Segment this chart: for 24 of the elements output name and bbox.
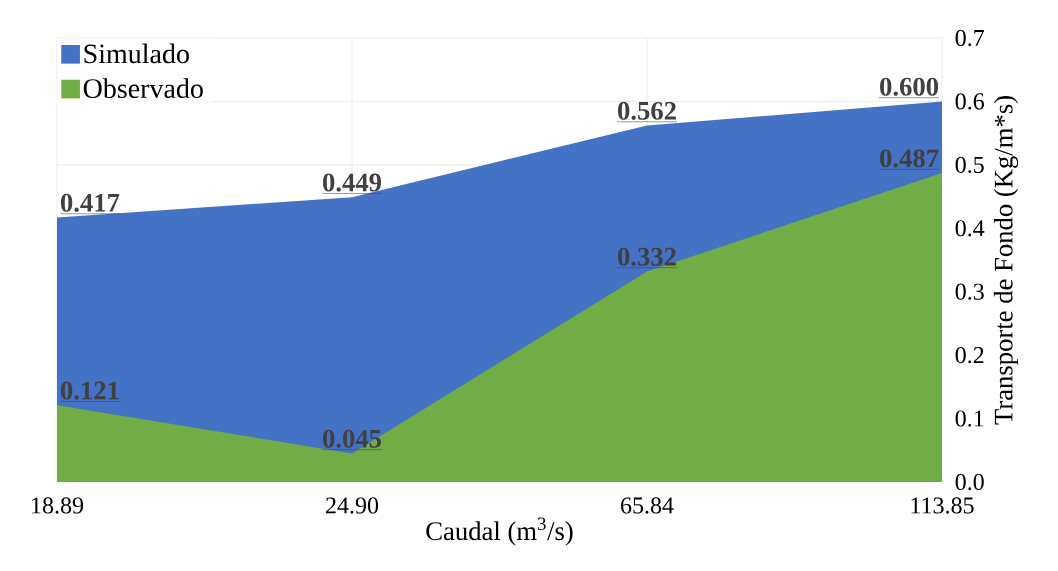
legend-label: Observado [83, 78, 203, 99]
data-label: 0.332 [618, 247, 676, 266]
x-tick-label: 65.84 [621, 497, 674, 514]
y-tick-label: 0.5 [955, 156, 984, 173]
data-label: 0.487 [880, 149, 939, 168]
data-label: 0.417 [60, 193, 120, 212]
data-label: 0.600 [880, 77, 939, 96]
x-tick-label: 113.85 [911, 497, 974, 514]
data-label: 0.449 [323, 173, 382, 192]
y-tick-label: 0.7 [955, 29, 985, 47]
x-tick-label: 24.90 [326, 497, 379, 514]
x-axis-title: Caudal (m$^{3}$/s) [426, 517, 573, 546]
y-axis-title: Transporte de Fondo (Kg/m*s) [993, 96, 1019, 425]
y-tick-label: 0.0 [955, 473, 984, 491]
y-tick-label: 0.6 [955, 93, 984, 110]
data-label: 0.562 [618, 101, 676, 120]
data-label: 0.121 [60, 381, 119, 400]
y-tick-label: 0.4 [955, 220, 985, 237]
data-label: 0.045 [323, 429, 382, 448]
y-tick-label: 0.1 [955, 410, 984, 427]
x-tick-label: 18.89 [32, 497, 84, 514]
y-tick-label: 0.2 [955, 346, 984, 364]
y-tick-label: 0.3 [955, 283, 984, 300]
legend-label: Simulado [84, 43, 189, 64]
